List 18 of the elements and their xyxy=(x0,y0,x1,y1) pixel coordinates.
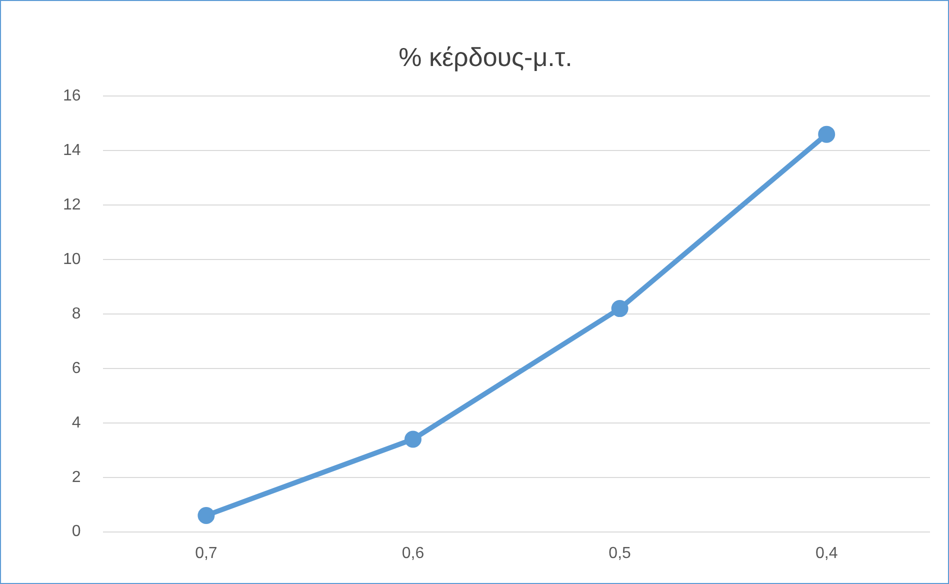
point xyxy=(611,300,628,318)
y-tick-label: 14 xyxy=(63,142,81,160)
y-tick-label: 8 xyxy=(72,305,81,322)
x-tick-label: 0,6 xyxy=(402,544,424,562)
point xyxy=(818,126,836,143)
y-tick-label: 6 xyxy=(72,360,81,377)
y-tick-label: 10 xyxy=(63,250,81,268)
point xyxy=(198,506,215,524)
x-tick-label: 0,4 xyxy=(815,544,838,562)
y-tick-label: 16 xyxy=(63,88,81,105)
x-tick-label: 0,5 xyxy=(608,544,632,562)
y-tick-label: 0 xyxy=(72,523,81,540)
y-tick-label: 4 xyxy=(72,414,81,432)
point xyxy=(404,430,422,448)
x-tick-label: 0,7 xyxy=(195,544,218,562)
y-tick-label: 2 xyxy=(72,468,81,486)
y-tick-label: 12 xyxy=(63,196,81,214)
chart-title: % κέρδους-μ.τ. xyxy=(398,42,572,72)
